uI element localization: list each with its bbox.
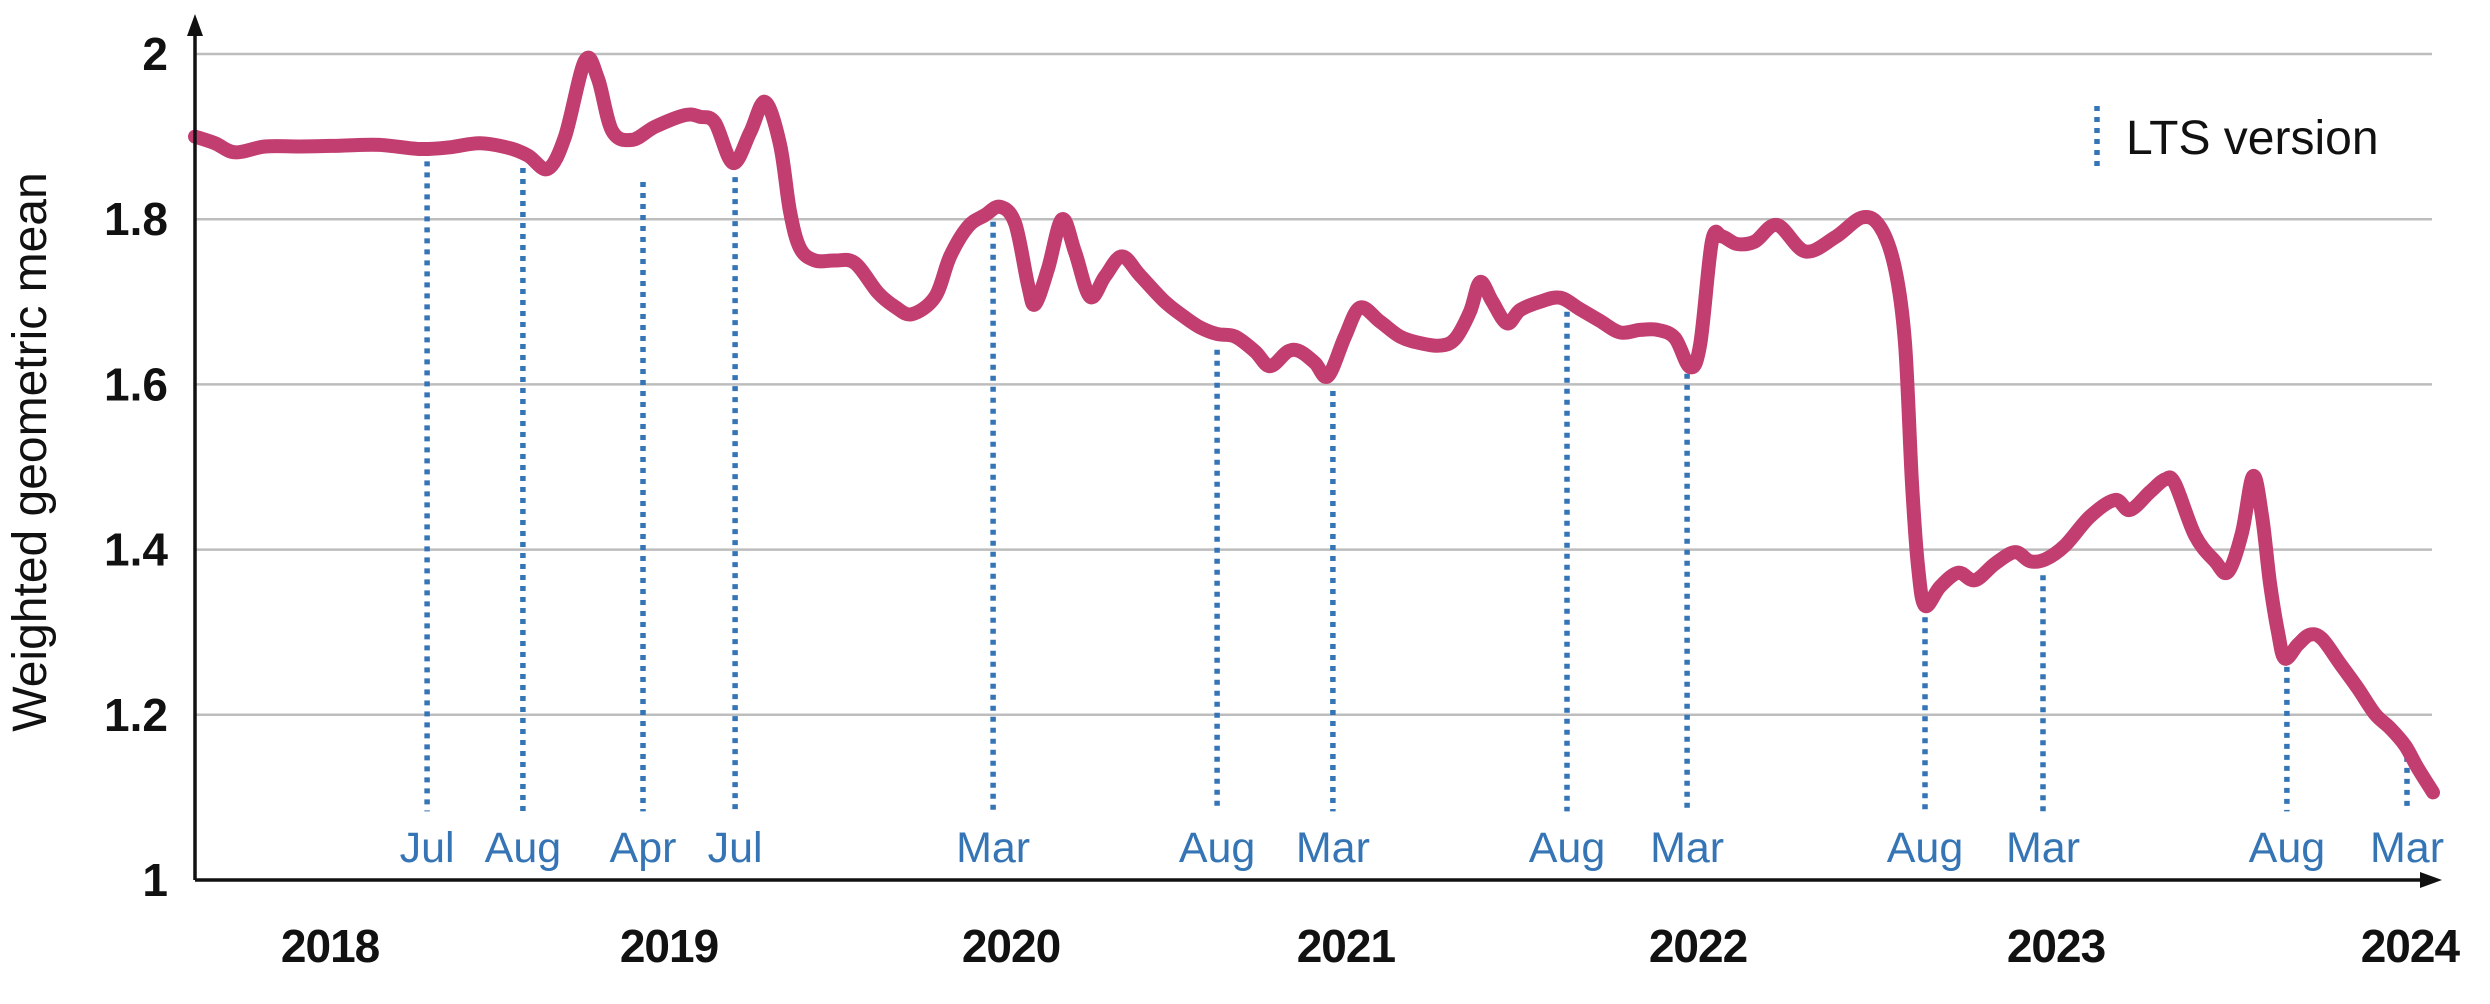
lts-marker-label: Mar — [2006, 824, 2080, 872]
lts-marker-label: Mar — [2370, 824, 2444, 872]
lts-marker-label: Mar — [1296, 824, 1370, 872]
lts-marker-label: Apr — [610, 824, 677, 872]
lts-marker-label: Aug — [485, 824, 562, 872]
lts-marker-label: Mar — [1650, 824, 1724, 872]
series-layer — [188, 50, 2440, 800]
y-tick-labels: 1 1.2 1.4 1.6 1.8 2 — [104, 28, 168, 906]
lts-marker-group: Jul Aug Apr Jul Mar Aug Mar Aug Mar Aug Mar Aug Mar — [400, 161, 2444, 872]
x-tick-label: 2019 — [620, 920, 718, 972]
legend-label: LTS version — [2126, 112, 2379, 165]
y-tick-label: 2 — [142, 28, 168, 80]
x-axis-arrow — [2420, 872, 2442, 888]
axes — [187, 14, 2442, 888]
x-tick-label: 2022 — [1649, 920, 1747, 972]
lts-marker-label: Jul — [400, 824, 455, 872]
x-tick-label: 2018 — [281, 920, 380, 972]
x-tick-label: 2024 — [2361, 920, 2461, 972]
y-tick-label: 1.2 — [104, 689, 168, 741]
lts-marker-label: Aug — [1887, 824, 1964, 872]
lts-marker-label: Aug — [1529, 824, 1606, 872]
x-tick-labels: 2018 2019 2020 2021 2022 2023 2024 — [281, 920, 2462, 972]
lts-marker-label: Mar — [956, 824, 1030, 872]
y-axis-arrow — [187, 14, 203, 36]
y-tick-label: 1.8 — [104, 193, 168, 245]
x-tick-label: 2023 — [2007, 920, 2105, 972]
legend: LTS version — [2094, 106, 2379, 168]
lts-marker-label: Aug — [2249, 824, 2326, 872]
y-axis-title: Weighted geometric mean — [4, 172, 57, 731]
y-tick-label: 1.4 — [104, 524, 168, 576]
lts-marker-label: Jul — [708, 824, 763, 872]
y-tick-label: 1 — [142, 854, 168, 906]
lts-marker-label: Aug — [1179, 824, 1256, 872]
series-line — [188, 50, 2440, 800]
x-tick-label: 2020 — [962, 920, 1060, 972]
y-tick-label: 1.6 — [104, 358, 168, 410]
x-tick-label: 2021 — [1297, 920, 1396, 972]
